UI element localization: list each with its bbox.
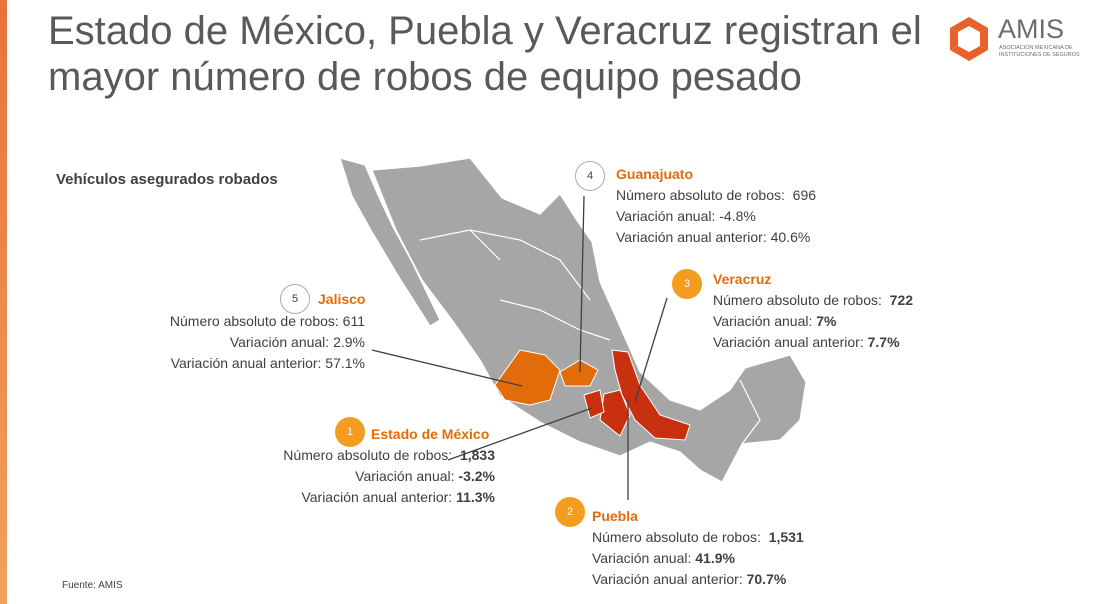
stat-value: 57.1% (325, 355, 365, 371)
stat-row: Número absoluto de robos: 722 (713, 292, 913, 308)
leader-line (447, 407, 593, 461)
leader-line (371, 349, 523, 387)
stat-value: 1,531 (768, 529, 804, 545)
state-name: Estado de México (371, 426, 490, 442)
stat-label: Variación anual: (355, 468, 455, 484)
stat-label: Variación anual anterior: (616, 229, 767, 245)
stat-label: Variación anual anterior: (301, 489, 453, 505)
rank-badge: 2 (555, 497, 585, 527)
stat-label: Variación anual anterior: (713, 334, 864, 350)
jalisco (494, 349, 561, 406)
rank-badge: 3 (672, 269, 702, 299)
stat-row: Variación anual: -4.8% (616, 208, 756, 224)
veracruz (611, 349, 691, 441)
stat-label: Número absoluto de robos: (713, 292, 882, 308)
rank-badge: 1 (335, 417, 365, 447)
leader-line (634, 297, 668, 403)
stat-label: Número absoluto de robos: (592, 529, 761, 545)
stat-row: Variación anual: 41.9% (592, 550, 735, 566)
rank-badge: 4 (575, 161, 605, 191)
stat-row: Variación anual anterior: 11.3% (301, 489, 495, 505)
stat-value: 722 (889, 292, 914, 308)
stat-row: Número absoluto de robos: 696 (616, 187, 816, 203)
baja-california (339, 157, 441, 327)
stat-label: Variación anual anterior: (170, 355, 322, 371)
guanajuato (559, 359, 599, 387)
state-name: Guanajuato (616, 166, 694, 182)
stat-label: Número absoluto de robos: (283, 447, 453, 463)
stat-value: 2.9% (333, 334, 365, 350)
stat-label: Variación anual: (592, 550, 692, 566)
puebla (599, 389, 631, 437)
stat-value: 1,833 (459, 447, 495, 463)
stat-row: Variación anual anterior: 70.7% (592, 571, 786, 587)
stat-label: Variación anual: (616, 208, 716, 224)
stat-row: Variación anual anterior: 57.1% (171, 355, 365, 371)
stat-row: Variación anual: 2.9% (230, 334, 365, 350)
title: Estado de México, Puebla y Veracruz regi… (48, 9, 922, 99)
stat-row: Número absoluto de robos: 1,833 (283, 447, 495, 463)
logo-icon (950, 17, 988, 61)
logo-line: ASOCIACIÓN MEXICANA DE (999, 45, 1073, 51)
stat-value: 40.6% (770, 229, 811, 245)
logo-name: AMIS (998, 14, 1065, 44)
state-name: Puebla (592, 508, 638, 524)
stat-row: Número absoluto de robos: 1,531 (592, 529, 804, 545)
mexico-mainland (371, 157, 807, 483)
edge-bar (0, 0, 7, 604)
stat-value: 11.3% (456, 489, 495, 505)
stat-value: 41.9% (695, 550, 735, 566)
logo-line: INSTITUCIONES DE SEGUROS (999, 52, 1080, 58)
state-name: Veracruz (713, 271, 772, 287)
stat-label: Variación anual anterior: (592, 571, 743, 587)
stat-label: Variación anual: (229, 334, 330, 350)
state-name: Jalisco (318, 291, 366, 307)
stat-value: 70.7% (746, 571, 787, 587)
stat-row: Variación anual anterior: 40.6% (616, 229, 810, 245)
estado-de-mexico (583, 389, 605, 419)
subtitle: Vehículos asegurados robados (56, 171, 278, 188)
stat-value: 7.7% (867, 334, 900, 350)
stat-value: -3.2% (458, 468, 495, 484)
stat-row: Variación anual: 7% (713, 313, 837, 329)
stat-value: 7% (816, 313, 837, 329)
stat-row: Número absoluto de robos: 611 (170, 313, 365, 329)
source: Fuente: AMIS (62, 580, 123, 591)
stat-value: 696 (792, 187, 817, 203)
stat-row: Variación anual: -3.2% (355, 468, 495, 484)
stat-value: -4.8% (719, 208, 756, 224)
stat-label: Número absoluto de robos: (169, 313, 339, 329)
stat-value: 611 (342, 313, 365, 329)
rank-badge: 5 (280, 284, 310, 314)
stat-label: Variación anual: (713, 313, 813, 329)
stat-row: Variación anual anterior: 7.7% (713, 334, 900, 350)
stat-label: Número absoluto de robos: (616, 187, 785, 203)
leader-line (579, 195, 585, 373)
